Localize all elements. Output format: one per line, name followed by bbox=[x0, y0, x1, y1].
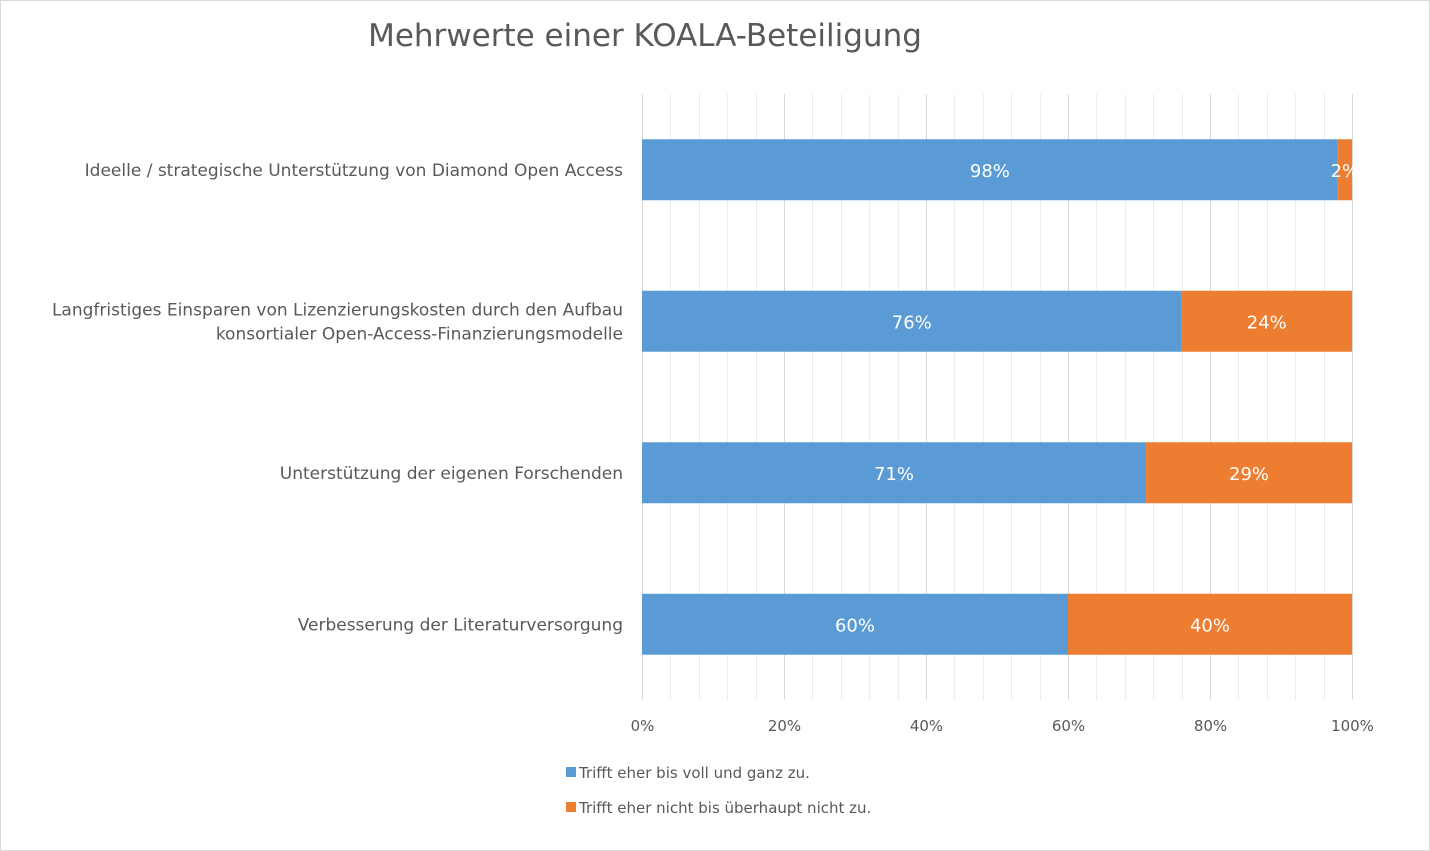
x-tick-label: 0% bbox=[631, 717, 655, 735]
bar-segment bbox=[642, 442, 1147, 504]
data-label: 2% bbox=[1331, 161, 1360, 182]
legend-swatch bbox=[566, 767, 576, 777]
data-label: 71% bbox=[874, 464, 914, 485]
bar-segment bbox=[1181, 290, 1352, 352]
bar-segment bbox=[642, 139, 1338, 201]
legend-swatch bbox=[566, 802, 576, 812]
bar-segment bbox=[1068, 593, 1352, 655]
x-tick-label: 100% bbox=[1331, 717, 1374, 735]
chart-title: Mehrwerte einer KOALA-Beteiligung bbox=[368, 18, 922, 54]
data-label: 24% bbox=[1247, 312, 1287, 333]
x-tick-label: 80% bbox=[1194, 717, 1227, 735]
legend-item: Trifft eher nicht bis überhaupt nicht zu… bbox=[566, 799, 871, 821]
category-label: Verbesserung der Literaturversorgung bbox=[298, 615, 623, 635]
category-label: Ideelle / strategische Unterstützung von… bbox=[85, 161, 623, 181]
data-label: 98% bbox=[970, 161, 1010, 182]
category-label: konsortialer Open-Access-Finanzierungsmo… bbox=[216, 324, 623, 344]
data-label: 60% bbox=[835, 615, 875, 636]
bar-segment bbox=[1146, 442, 1352, 504]
x-tick-label: 60% bbox=[1052, 717, 1085, 735]
x-tick-label: 40% bbox=[910, 717, 943, 735]
legend-label: Trifft eher bis voll und ganz zu. bbox=[579, 764, 810, 782]
legend-item: Trifft eher bis voll und ganz zu. bbox=[566, 764, 871, 786]
data-label: 29% bbox=[1229, 464, 1269, 485]
bar-segment bbox=[642, 290, 1182, 352]
legend-label: Trifft eher nicht bis überhaupt nicht zu… bbox=[579, 799, 872, 817]
category-label: Unterstützung der eigenen Forschenden bbox=[280, 464, 623, 484]
bar-segment bbox=[1337, 139, 1352, 201]
data-label: 40% bbox=[1190, 615, 1230, 636]
legend: Trifft eher bis voll und ganz zu. Trifft … bbox=[566, 764, 871, 834]
data-label: 76% bbox=[892, 312, 932, 333]
category-label: Langfristiges Einsparen von Lizenzierung… bbox=[52, 300, 623, 320]
bar-segment bbox=[642, 593, 1068, 655]
x-tick-label: 20% bbox=[768, 717, 801, 735]
